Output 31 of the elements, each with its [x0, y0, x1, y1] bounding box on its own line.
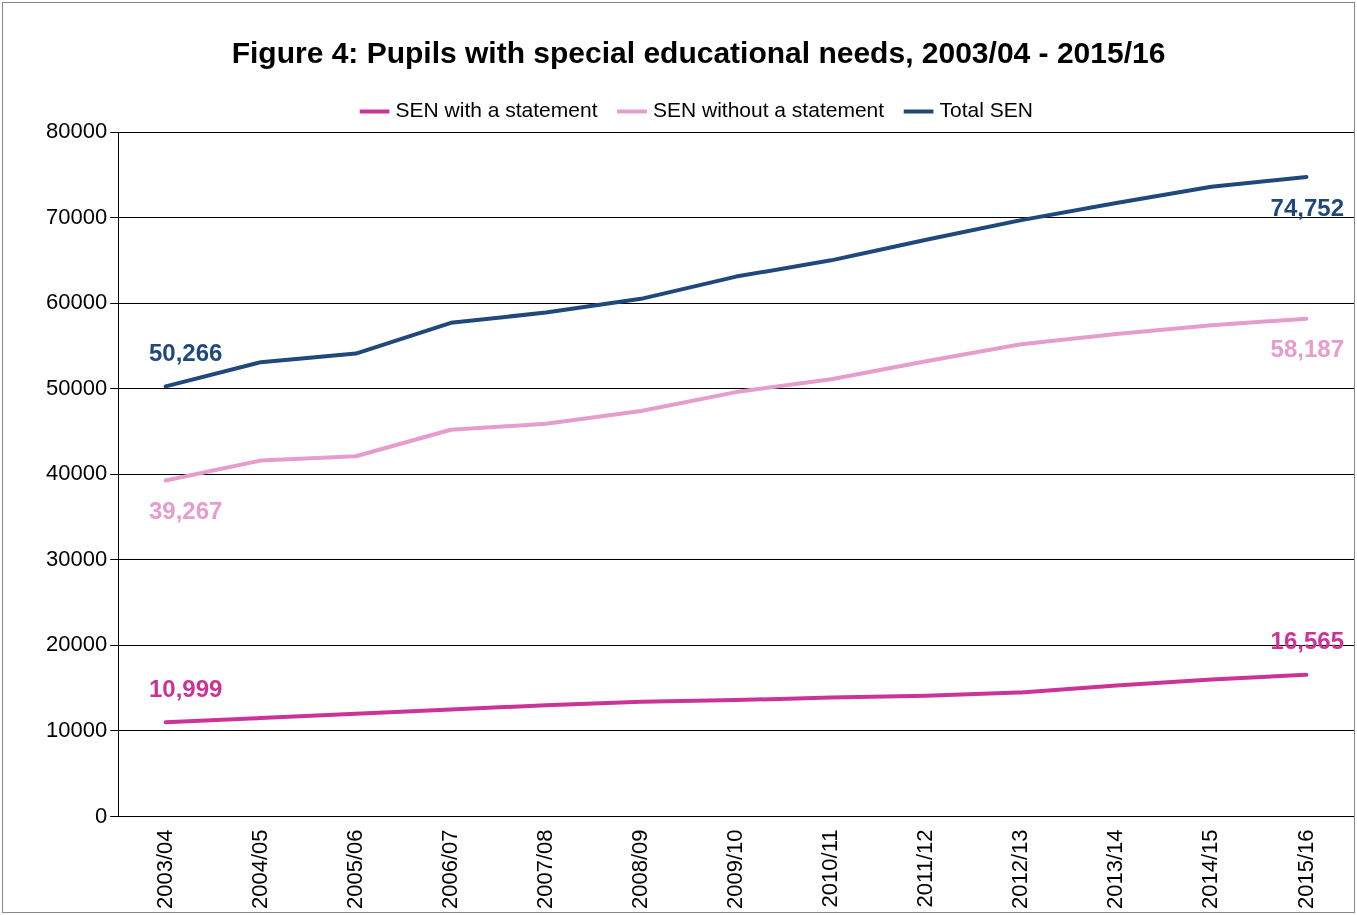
legend-label: SEN without a statement [652, 98, 885, 122]
chart-title: Figure 4: Pupils with special educational needs, 2003/04 - 2015/16 [231, 36, 1166, 70]
x-tick-label: 2015/16 [1292, 829, 1318, 910]
legend-label: Total SEN [939, 98, 1033, 122]
x-tick-label: 2012/13 [1007, 829, 1033, 910]
y-tick-label: 20000 [45, 631, 108, 657]
y-tick-label: 50000 [45, 374, 108, 400]
y-tick-label: 40000 [45, 460, 108, 486]
x-tick-label: 2014/15 [1197, 829, 1223, 910]
x-tick-label: 2003/04 [151, 829, 177, 910]
x-tick-label: 2006/07 [436, 829, 462, 910]
data-label: 58,187 [1270, 335, 1344, 363]
y-tick-label: 30000 [45, 545, 108, 571]
x-tick-label: 2009/10 [722, 829, 748, 910]
x-tick-label: 2008/09 [627, 829, 653, 910]
legend-label: SEN with a statement [395, 98, 598, 122]
y-tick-label: 60000 [45, 289, 108, 315]
x-tick-label: 2007/08 [532, 829, 558, 910]
x-tick-label: 2010/11 [817, 829, 843, 908]
data-label: 10,999 [149, 674, 223, 702]
x-tick-label: 2005/06 [341, 829, 367, 910]
x-tick-label: 2013/14 [1102, 829, 1128, 910]
data-label: 74,752 [1270, 193, 1344, 221]
data-label: 50,266 [149, 339, 223, 367]
y-tick-label: 70000 [45, 203, 108, 229]
x-tick-label: 2011/12 [912, 829, 938, 908]
y-tick-label: 0 [94, 802, 108, 828]
y-tick-label: 80000 [45, 118, 108, 144]
x-tick-label: 2004/05 [246, 829, 272, 910]
y-tick-label: 10000 [45, 716, 108, 742]
data-label: 39,267 [149, 497, 223, 525]
